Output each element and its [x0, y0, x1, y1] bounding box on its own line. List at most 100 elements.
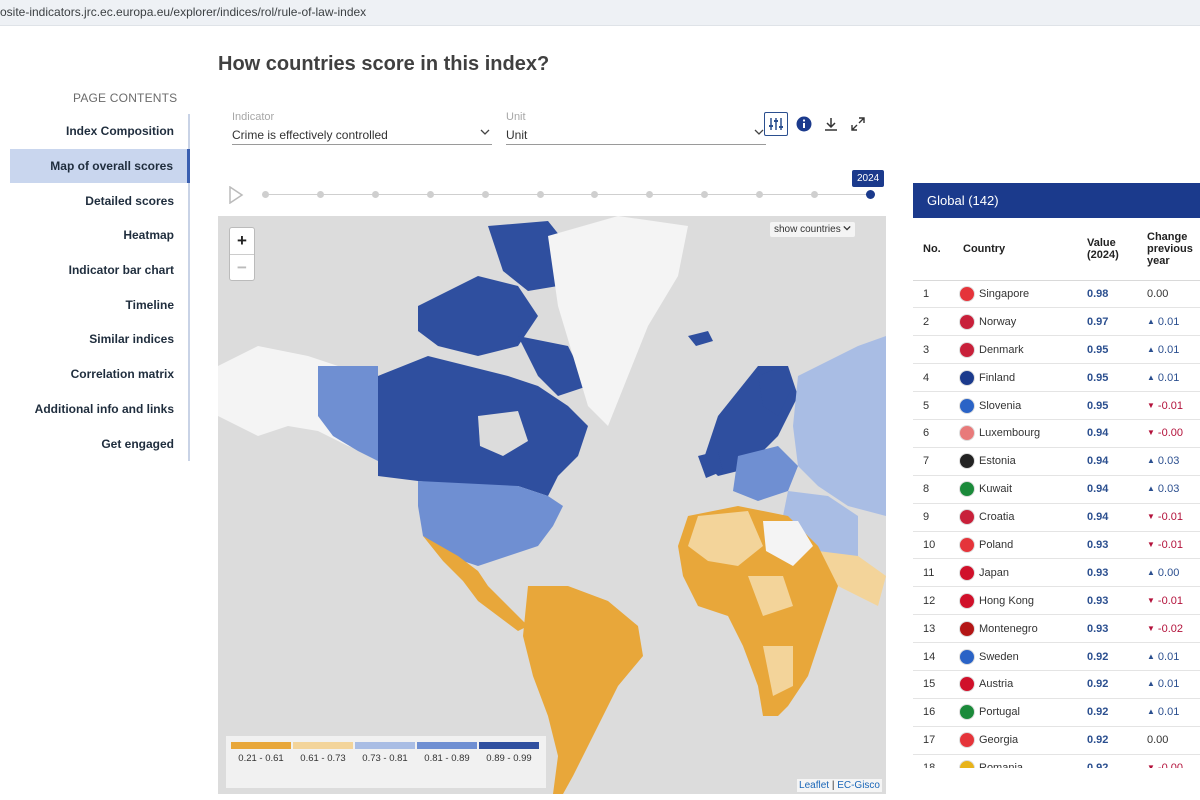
table-row[interactable]: 6 Luxembourg 0.94 ▼ -0.00 — [913, 419, 1200, 448]
timeline-step[interactable] — [701, 191, 709, 198]
chevron-down-icon — [480, 129, 490, 135]
toc-item-similar-indices[interactable]: Similar indices — [10, 322, 190, 357]
rank-number: 6 — [913, 419, 955, 448]
toc-item-detailed-scores[interactable]: Detailed scores — [10, 183, 190, 219]
sliders-icon — [769, 118, 783, 130]
timeline-step[interactable] — [646, 191, 654, 198]
change-value: 0.03 — [1157, 455, 1180, 468]
score-value: 0.94 — [1083, 503, 1143, 532]
unit-label: Unit — [506, 111, 526, 123]
change-cell: ▲ 0.03 — [1143, 475, 1200, 504]
column-header-no[interactable]: No. — [913, 218, 955, 281]
unit-select[interactable]: Unit — [506, 125, 766, 145]
address-url[interactable]: osite-indicators.jrc.ec.europa.eu/explor… — [0, 5, 367, 19]
country-name: Hong Kong — [979, 594, 1035, 607]
ec-gisco-link[interactable]: EC-Gisco — [837, 780, 880, 791]
table-row[interactable]: 1 Singapore 0.98 0.00 — [913, 280, 1200, 309]
flag-icon — [959, 648, 975, 665]
timeline-step[interactable] — [371, 191, 379, 198]
change-value: 0.03 — [1157, 483, 1180, 496]
toc-item-heatmap[interactable]: Heatmap — [10, 218, 190, 253]
change-value: -0.02 — [1157, 622, 1183, 635]
table-row[interactable]: 8 Kuwait 0.94 ▲ 0.03 — [913, 475, 1200, 504]
timeline-step[interactable] — [316, 191, 324, 198]
toc-item-timeline[interactable]: Timeline — [10, 287, 190, 323]
timeline-step[interactable] — [481, 191, 489, 198]
table-row[interactable]: 15 Austria 0.92 ▲ 0.01 — [913, 670, 1200, 699]
map-attribution: Leaflet | EC-Gisco — [797, 779, 882, 792]
ranking-title: Global (142) — [913, 183, 1200, 218]
indicator-select[interactable]: Crime is effectively controlled — [232, 125, 492, 145]
country-name: Georgia — [979, 734, 1019, 747]
table-row[interactable]: 17 Georgia 0.92 0.00 — [913, 726, 1200, 755]
change-value: -0.01 — [1157, 399, 1183, 412]
triangle-up-icon: ▲ — [1147, 456, 1155, 466]
rank-number: 2 — [913, 307, 955, 337]
legend-swatch — [293, 742, 353, 749]
change-value: 0.00 — [1157, 566, 1180, 579]
play-icon[interactable] — [228, 186, 244, 204]
column-header-change[interactable]: Change previous year — [1143, 218, 1200, 281]
triangle-up-icon: ▲ — [1147, 679, 1155, 689]
zoom-in-button[interactable]: + — [237, 231, 247, 250]
toc-item-map-of-overall-scores[interactable]: Map of overall scores — [10, 148, 190, 184]
info-button[interactable] — [792, 112, 816, 136]
country-cell: Denmark — [955, 335, 1083, 365]
table-row[interactable]: 2 Norway 0.97 ▲ 0.01 — [913, 307, 1200, 337]
table-row[interactable]: 12 Hong Kong 0.93 ▼ -0.01 — [913, 586, 1200, 616]
table-row[interactable]: 9 Croatia 0.94 ▼ -0.01 — [913, 503, 1200, 532]
flag-icon — [959, 369, 975, 386]
timeline-step[interactable] — [262, 191, 269, 198]
table-row[interactable]: 7 Estonia 0.94 ▲ 0.03 — [913, 447, 1200, 476]
expand-icon — [851, 117, 865, 131]
toc-item-additional-info-and-links[interactable]: Additional info and links — [10, 391, 190, 427]
flag-icon — [959, 732, 975, 749]
timeline-step[interactable] — [811, 191, 819, 198]
column-header-value[interactable]: Value (2024) — [1083, 218, 1143, 281]
change-cell: 0.00 — [1143, 280, 1200, 309]
legend-item: 0.21 - 0.61 — [230, 742, 292, 764]
country-cell: Luxembourg — [955, 419, 1083, 448]
table-row[interactable]: 18Romania0.92▼-0.00 — [913, 754, 1200, 768]
table-row[interactable]: 16 Portugal 0.92 ▲ 0.01 — [913, 698, 1200, 727]
zoom-out-button[interactable]: − — [230, 254, 254, 280]
toc-item-index-composition[interactable]: Index Composition — [10, 114, 190, 149]
toc-item-correlation-matrix[interactable]: Correlation matrix — [10, 356, 190, 392]
fullscreen-button[interactable] — [846, 112, 870, 136]
country-cell: Finland — [955, 363, 1083, 393]
show-countries-dropdown[interactable]: show countries — [770, 222, 856, 237]
table-row[interactable]: 3 Denmark 0.95 ▲ 0.01 — [913, 335, 1200, 365]
change-cell: ▼-0.00 — [1143, 419, 1200, 448]
browser-address-bar[interactable]: osite-indicators.jrc.ec.europa.eu/explor… — [0, 0, 1200, 26]
column-header-country[interactable]: Country — [955, 218, 1083, 281]
table-row[interactable]: 13 Montenegro 0.93 ▼ -0.02 — [913, 614, 1200, 644]
world-map[interactable]: + − show countries 0.21 - 0.61 0.61 - 0.7… — [218, 216, 886, 794]
indicator-select-value: Crime is effectively controlled — [232, 128, 388, 142]
table-row[interactable]: 14 Sweden 0.92 ▲ 0.01 — [913, 642, 1200, 671]
world-map-shapes[interactable] — [218, 216, 886, 794]
table-row[interactable]: 11 Japan 0.93 ▲ 0.00 — [913, 558, 1200, 588]
timeline-step[interactable] — [536, 191, 544, 198]
country-cell: Romania — [955, 754, 1083, 768]
table-row[interactable]: 4 Finland 0.95 ▲ 0.01 — [913, 363, 1200, 393]
year-timeline[interactable]: 2024 — [228, 170, 888, 210]
timeline-current-step[interactable] — [866, 190, 875, 199]
table-row[interactable]: 10 Poland 0.93 ▼ -0.01 — [913, 531, 1200, 560]
leaflet-link[interactable]: Leaflet — [799, 780, 830, 791]
toc-item-get-engaged[interactable]: Get engaged — [10, 426, 190, 461]
download-button[interactable] — [819, 112, 843, 136]
settings-button[interactable] — [764, 112, 788, 136]
score-value: 0.92 — [1083, 754, 1143, 768]
flag-icon — [959, 285, 975, 302]
change-value: 0.01 — [1157, 343, 1180, 356]
timeline-step[interactable] — [591, 191, 599, 198]
score-value: 0.94 — [1083, 419, 1143, 448]
table-row[interactable]: 5 Slovenia 0.95 ▼ -0.01 — [913, 391, 1200, 420]
timeline-step[interactable] — [756, 191, 764, 198]
triangle-up-icon: ▲ — [1147, 651, 1155, 661]
rank-number: 15 — [913, 670, 955, 699]
timeline-step[interactable] — [426, 191, 434, 198]
rank-number: 9 — [913, 503, 955, 532]
toc-item-indicator-bar-chart[interactable]: Indicator bar chart — [10, 252, 190, 288]
country-name: Japan — [979, 566, 1009, 579]
